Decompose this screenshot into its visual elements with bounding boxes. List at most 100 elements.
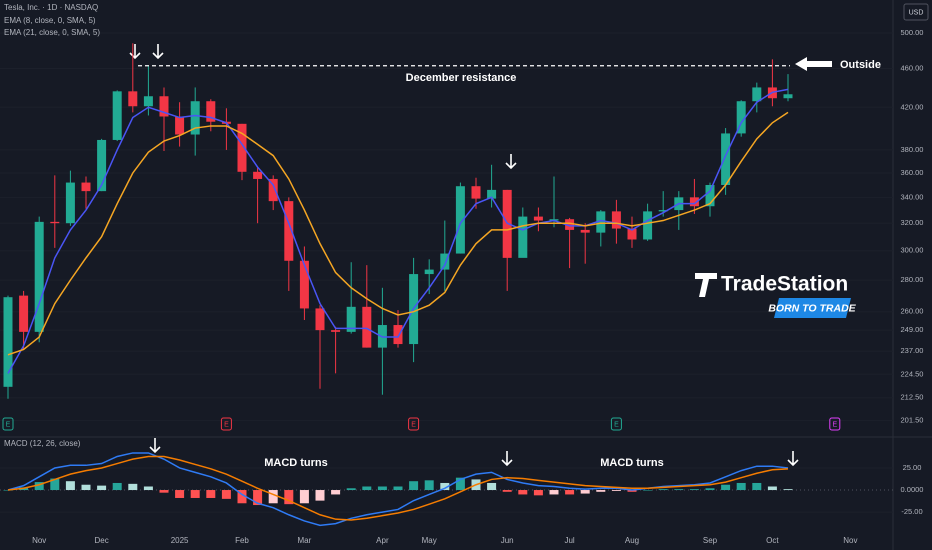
- y-tick-label: 320.00: [901, 218, 924, 227]
- candle-body: [237, 123, 247, 172]
- candle-body: [253, 171, 263, 179]
- histogram-bar: [596, 490, 606, 492]
- histogram-bar: [299, 490, 309, 504]
- histogram-bar: [50, 478, 60, 491]
- earnings-box: [610, 417, 622, 431]
- histogram-bar: [643, 490, 653, 491]
- histogram-bar: [377, 486, 387, 491]
- histogram-bar: [143, 486, 153, 491]
- currency-box[interactable]: [903, 3, 929, 21]
- histogram-bar: [268, 490, 278, 504]
- candle-body: [346, 306, 356, 332]
- candle-body: [643, 211, 653, 240]
- histogram-bar: [549, 490, 559, 495]
- candle-body: [331, 330, 341, 332]
- earnings-box: [829, 417, 841, 431]
- candle-body: [658, 210, 668, 212]
- y-tick-label: -25.00: [901, 507, 922, 516]
- histogram-bar: [689, 489, 699, 491]
- earnings-label: E: [832, 421, 837, 428]
- y-tick-label: 249.00: [901, 325, 924, 334]
- candle-body: [611, 211, 621, 229]
- y-tick-label: 25.00: [903, 463, 922, 472]
- x-tick-label: Dec: [94, 536, 108, 545]
- signal-line: [7, 455, 789, 521]
- earnings-label: E: [614, 421, 619, 428]
- x-tick-label: Nov: [32, 536, 46, 545]
- candle-body: [783, 94, 793, 99]
- x-tick-label: Sep: [703, 536, 718, 545]
- earnings-box: [2, 417, 14, 431]
- candle-body: [752, 87, 762, 102]
- histogram-bar: [705, 488, 715, 491]
- x-tick-label: Jul: [564, 536, 574, 545]
- histogram-bar: [3, 490, 13, 491]
- earnings-box: [408, 417, 420, 431]
- y-tick-label: 280.00: [901, 275, 924, 284]
- earnings-box: [220, 417, 232, 431]
- candle-body: [3, 297, 13, 387]
- histogram-bar: [611, 490, 621, 491]
- logo-icon: [695, 273, 717, 297]
- candle-body: [175, 116, 185, 135]
- histogram-bar: [81, 484, 91, 491]
- histogram-bar: [237, 490, 247, 504]
- y-tick-label: 500.00: [901, 28, 924, 37]
- currency[interactable]: USD: [909, 9, 924, 16]
- candle-body: [565, 219, 575, 230]
- candle-body: [34, 221, 44, 332]
- candle-body: [65, 182, 75, 224]
- histogram-bar: [487, 482, 497, 491]
- legend-ema8: EMA (8, close, 0, SMA, 5): [4, 16, 96, 25]
- macd-annotation: MACD turns: [600, 457, 664, 469]
- y-tick-label: 237.00: [901, 346, 924, 355]
- candle-body: [487, 189, 497, 199]
- logo-name: TradeStation: [721, 273, 848, 296]
- x-tick-label: Mar: [298, 536, 312, 545]
- histogram-bar: [65, 481, 75, 491]
- candle-body: [190, 101, 200, 135]
- histogram-bar: [736, 482, 746, 491]
- histogram-bar: [393, 486, 403, 491]
- candle-body: [19, 295, 29, 332]
- candle-body: [128, 91, 138, 107]
- histogram-bar: [112, 482, 122, 491]
- ema-line: [7, 88, 789, 374]
- histogram-bar: [752, 482, 762, 491]
- candle-body: [455, 186, 465, 254]
- candle-body: [471, 186, 481, 199]
- histogram-bar: [159, 490, 169, 493]
- candle-body: [143, 96, 153, 107]
- outside-label: Outside: [840, 59, 881, 71]
- histogram-bar: [362, 486, 372, 491]
- candle-body: [112, 91, 122, 140]
- y-tick-label: 300.00: [901, 246, 924, 255]
- arrows: [129, 44, 799, 467]
- histogram-bar: [315, 490, 325, 501]
- logo-tag-bg: [774, 298, 851, 318]
- histogram-bar: [767, 486, 777, 491]
- histogram-bar: [190, 490, 200, 498]
- macd-annotation: MACD turns: [264, 457, 328, 469]
- candle-body: [299, 260, 309, 309]
- histogram-bar: [331, 490, 341, 495]
- histogram-bar: [455, 477, 465, 491]
- candle-body: [97, 139, 107, 192]
- candle-body: [689, 197, 699, 207]
- earnings-label: E: [411, 421, 416, 428]
- histogram-bar: [565, 490, 575, 495]
- x-tick-label: Apr: [376, 536, 389, 545]
- histogram-bar: [658, 489, 668, 491]
- resistance-label: December resistance: [406, 72, 517, 84]
- candle-body: [596, 211, 606, 233]
- candle-body: [362, 306, 372, 348]
- candle-body: [440, 253, 450, 270]
- y-tick-label: 380.00: [901, 145, 924, 154]
- candle-body: [393, 325, 403, 345]
- histogram-bar: [175, 490, 185, 498]
- histogram-bar: [253, 490, 263, 506]
- y-tick-label: 340.00: [901, 192, 924, 201]
- y-tick-label: 420.00: [901, 102, 924, 111]
